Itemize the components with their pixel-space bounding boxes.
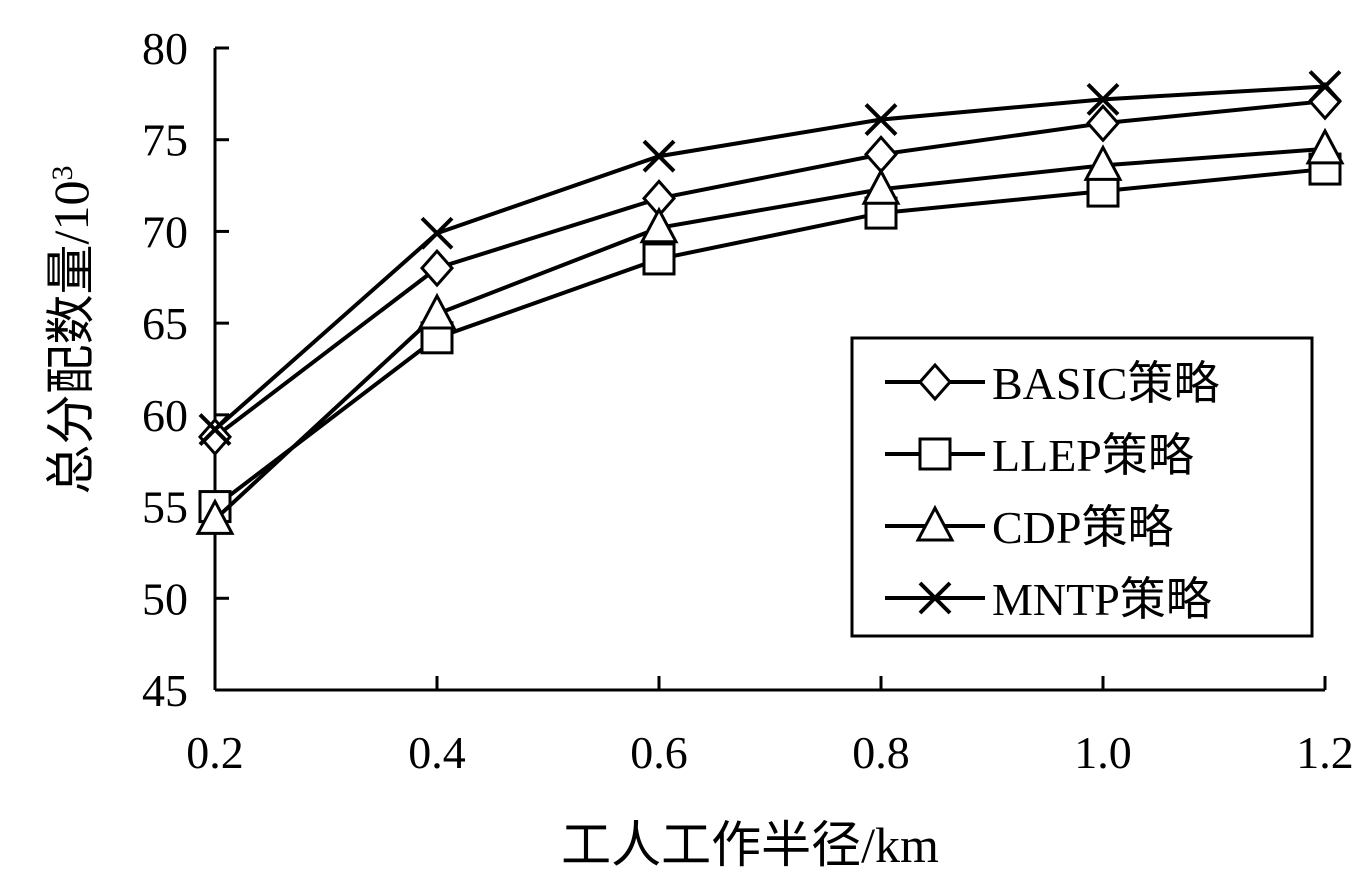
x-marker-stroke xyxy=(918,581,952,615)
data-point-x xyxy=(420,216,454,250)
legend-label: CDP策略 xyxy=(992,502,1173,553)
data-point-x xyxy=(1086,82,1120,116)
x-marker-stroke xyxy=(198,413,232,446)
data-point-triangle xyxy=(195,498,235,535)
legend-marker-square xyxy=(918,437,952,471)
x-tick-label: 0.2 xyxy=(186,727,244,778)
legend-marker-diamond xyxy=(917,362,953,402)
legend-item: LLEP策略 xyxy=(885,430,1194,481)
data-point-square xyxy=(642,242,676,276)
y-axis-title: 总分配数量/103 xyxy=(43,166,99,495)
x-tick-label: 0.6 xyxy=(630,727,688,778)
series-line xyxy=(213,84,1326,432)
data-point-diamond xyxy=(197,417,233,457)
data-point-triangle xyxy=(639,206,679,244)
x-marker-stroke xyxy=(1086,82,1120,116)
x-tick-label: 1.2 xyxy=(1296,727,1354,778)
data-point-square xyxy=(1086,174,1120,208)
x-marker-stroke xyxy=(642,139,676,173)
data-point-x xyxy=(642,139,676,173)
legend-label: LLEP策略 xyxy=(992,430,1194,481)
y-tick-label: 80 xyxy=(142,23,188,74)
y-tick-label: 45 xyxy=(142,665,188,716)
x-marker-stroke xyxy=(1308,70,1342,103)
series-line xyxy=(213,99,1326,439)
legend-marker-triangle xyxy=(915,504,955,542)
legend-item: BASIC策略 xyxy=(885,358,1219,409)
x-marker-stroke xyxy=(420,216,454,250)
legend-label: MNTP策略 xyxy=(992,574,1212,625)
y-tick-label: 60 xyxy=(142,390,188,441)
y-axis-title-superscript: 3 xyxy=(46,166,79,181)
data-point-triangle xyxy=(417,292,457,330)
series-line xyxy=(213,167,1326,509)
data-point-triangle xyxy=(1083,144,1123,181)
x-marker-stroke xyxy=(864,103,898,136)
y-tick-label: 50 xyxy=(142,573,188,624)
x-tick-label: 0.4 xyxy=(408,727,466,778)
y-axis-title-text: 总分配数量/10 xyxy=(43,181,99,495)
y-tick-label: 70 xyxy=(142,206,188,257)
legend-item: MNTP策略 xyxy=(885,574,1212,625)
x-axis-title: 工人工作半径/km xyxy=(561,817,939,873)
data-point-diamond xyxy=(863,135,899,174)
legend-label: BASIC策略 xyxy=(992,358,1219,409)
data-point-diamond xyxy=(1085,103,1121,143)
series-x xyxy=(198,70,1342,446)
y-tick-label: 65 xyxy=(142,298,188,349)
data-point-x xyxy=(864,103,898,136)
data-point-triangle xyxy=(861,168,901,205)
series-triangle xyxy=(195,127,1345,535)
y-tick-label: 55 xyxy=(142,482,188,533)
data-point-x xyxy=(1308,70,1342,103)
x-tick-label: 1.0 xyxy=(1074,727,1132,778)
legend-item: CDP策略 xyxy=(885,502,1173,553)
y-tick-label: 75 xyxy=(142,115,188,166)
data-point-triangle xyxy=(1305,127,1345,165)
series-line xyxy=(213,146,1326,521)
data-point-diamond xyxy=(419,248,455,288)
legend-marker-x xyxy=(918,581,952,615)
data-point-x xyxy=(198,413,232,446)
x-tick-label: 0.8 xyxy=(852,727,910,778)
